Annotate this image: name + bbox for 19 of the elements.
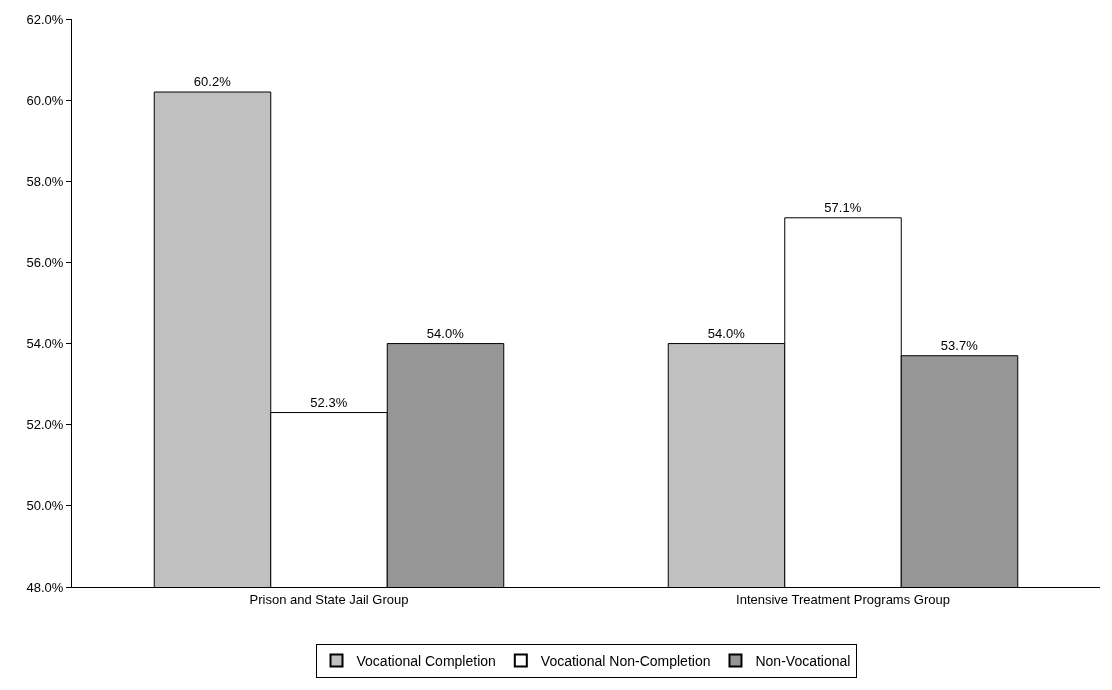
data-label: 54.0% [707,325,746,341]
y-tick-label: 54.0% [26,336,64,352]
legend-label: Vocational Non-Completion [540,652,711,669]
y-tick-label: 56.0% [26,254,64,270]
y-tick-label: 58.0% [26,173,64,189]
x-tick-label: Prison and State Jail Group [249,591,409,607]
data-label: 53.7% [940,337,979,353]
legend-label: Non-Vocational [755,652,851,669]
y-tick-label: 50.0% [26,498,64,514]
y-tick-label: 48.0% [26,579,64,595]
y-tick-label: 52.0% [26,417,64,433]
data-label: 54.0% [426,325,465,341]
y-tick-label: 62.0% [26,11,64,27]
data-label: 57.1% [824,199,862,215]
x-tick-label: Intensive Treatment Programs Group [736,591,950,607]
legend-label: Vocational Completion [356,652,496,669]
data-label: 52.3% [310,394,348,410]
y-tick-label: 60.0% [26,92,64,108]
data-label: 60.2% [193,74,232,90]
